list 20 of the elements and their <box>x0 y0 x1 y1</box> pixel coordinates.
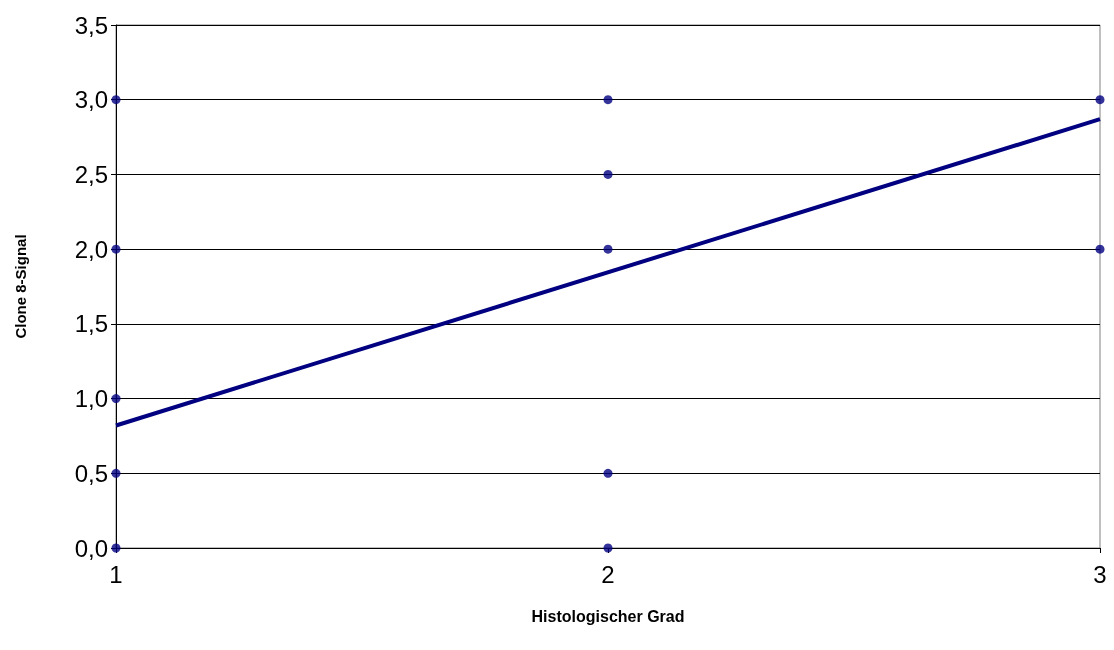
x-tick-label: 3 <box>1093 560 1107 588</box>
point <box>603 169 613 179</box>
y-tick-label: 0,5 <box>74 459 108 487</box>
y-tick-label: 3,5 <box>74 11 108 39</box>
point <box>603 244 613 254</box>
y-tick-label: 2,5 <box>74 160 108 188</box>
y-axis-title: Clone 8-Signal <box>12 234 29 339</box>
point <box>603 95 613 105</box>
x-tick-label: 2 <box>601 560 615 588</box>
x-tick-label: 1 <box>109 560 123 588</box>
point <box>603 468 613 478</box>
y-tick-label: 3,0 <box>74 86 108 114</box>
y-tick-label: 1,0 <box>74 385 108 413</box>
y-tick-label: 0,0 <box>74 534 108 562</box>
x-axis-title: Histologischer Grad <box>531 607 685 625</box>
point <box>603 543 613 553</box>
point <box>1095 244 1105 254</box>
y-tick-label: 2,0 <box>74 235 108 263</box>
y-tick-label: 1,5 <box>74 310 108 338</box>
point <box>1095 95 1105 105</box>
